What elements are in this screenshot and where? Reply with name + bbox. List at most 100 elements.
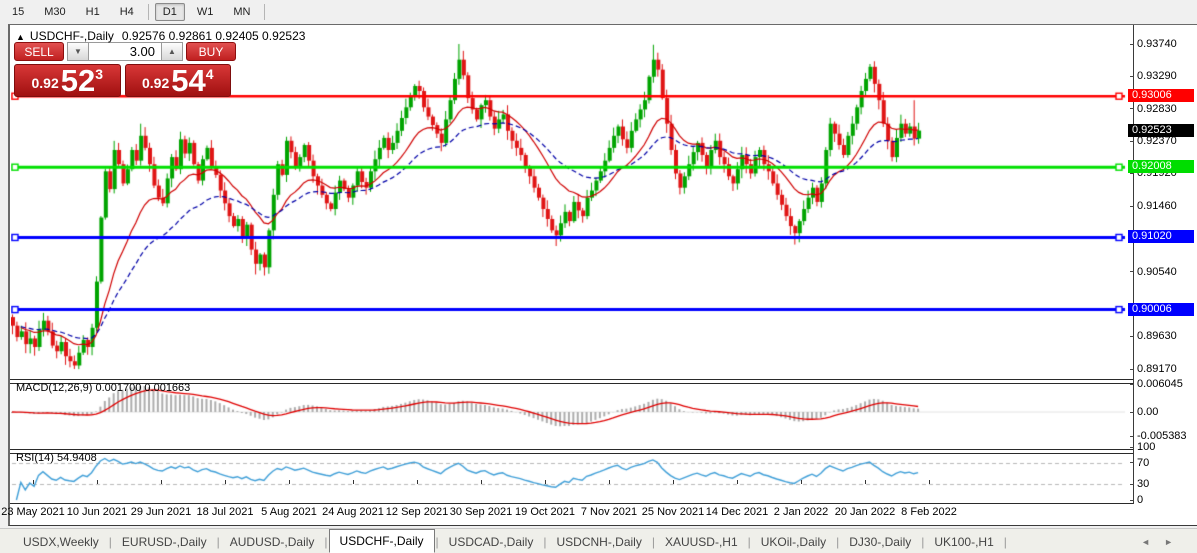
price-axis-tick: 0.93740 (1130, 38, 1177, 50)
tab-divider: | (921, 534, 925, 549)
rsi-axis-tick: 30 (1130, 478, 1149, 490)
chart-tab-usdx-weekly[interactable]: USDX,Weekly (23, 534, 99, 549)
date-axis-label: 12 Sep 2021 (385, 506, 449, 518)
buy-price-display[interactable]: 0.92 54 4 (124, 63, 231, 98)
date-axis-separator (10, 503, 1134, 504)
chart-window: ▲ USDCHF-,Daily 0.92576 0.92861 0.92405 0.… (1, 24, 1197, 526)
macd-axis-tick: -0.005383 (1130, 430, 1187, 442)
timeframe-button-d1[interactable]: D1 (154, 2, 185, 21)
chart-tab-usdcad-daily[interactable]: USDCAD-,Daily (448, 534, 534, 549)
rsi-pane-separator[interactable] (10, 449, 1134, 454)
rsi-axis-tick: 70 (1130, 457, 1149, 469)
macd-pane-separator[interactable] (10, 379, 1134, 384)
price-axis-separator (1133, 25, 1134, 504)
chart-tab-dj30-daily[interactable]: DJ30-,Daily (849, 534, 912, 549)
sell-price-big: 52 (60, 63, 96, 98)
date-axis-label: 24 Aug 2021 (322, 506, 384, 518)
buy-price-pip: 4 (205, 66, 214, 82)
tab-divider: | (324, 534, 328, 549)
date-axis-label: 14 Dec 2021 (705, 506, 769, 518)
chart-symbol-label: USDCHF-,Daily (29, 29, 114, 43)
date-axis-label: 8 Feb 2022 (901, 506, 957, 518)
timeframe-button-h1[interactable]: H1 (85, 5, 100, 18)
date-axis-tick (865, 480, 866, 484)
timeframe-button-mn[interactable]: MN (233, 5, 251, 18)
price-chart-canvas[interactable] (11, 28, 1135, 506)
date-axis-tick (481, 480, 482, 484)
buy-price-prefix: 0.92 (141, 75, 170, 91)
timeframe-toolbar: 15 M30 H1 H4 D1 W1 MN (0, 0, 1197, 23)
timeframe-button-h4[interactable]: H4 (119, 5, 134, 18)
tab-divider: | (747, 534, 751, 549)
chart-tab-xauusd-h1[interactable]: XAUUSD-,H1 (664, 534, 738, 549)
chart-collapse-icon[interactable]: ▲ (16, 32, 25, 42)
timeframe-button-15[interactable]: 15 (12, 5, 25, 18)
date-axis-tick (673, 480, 674, 484)
sell-price-display[interactable]: 0.92 52 3 (14, 64, 121, 97)
sell-button[interactable]: SELL (14, 42, 64, 61)
date-axis-tick (289, 480, 290, 484)
price-axis-tick: 0.92830 (1130, 103, 1177, 115)
rsi-indicator-label: RSI(14) 54.9408 (16, 452, 97, 464)
buy-button[interactable]: BUY (186, 42, 236, 61)
chart-tab-usdcnh-daily[interactable]: USDCNH-,Daily (556, 534, 642, 549)
date-axis-tick (417, 480, 418, 484)
date-axis-label: 19 Oct 2021 (515, 506, 575, 518)
date-axis-label: 7 Nov 2021 (580, 506, 638, 518)
date-axis-label: 20 Jan 2022 (834, 506, 896, 518)
toolbar-divider (264, 3, 266, 20)
volume-stepper: ▼ ▲ (67, 42, 183, 61)
price-axis-badge: 0.93006 (1128, 89, 1194, 103)
chart-tab-eurusd-daily[interactable]: EURUSD-,Daily (121, 534, 207, 549)
price-axis-badge: 0.92523 (1128, 123, 1194, 137)
date-axis-tick (353, 480, 354, 484)
price-axis-badge: 0.92008 (1128, 160, 1194, 174)
date-axis-tick (929, 480, 930, 484)
volume-decrease-button[interactable]: ▼ (67, 42, 89, 61)
price-axis-tick: 0.89170 (1130, 363, 1177, 375)
chart-tab-uk100-h1[interactable]: UK100-,H1 (934, 534, 994, 549)
tab-divider: | (108, 534, 112, 549)
tab-scroll-arrows[interactable]: ◄► (1141, 536, 1187, 547)
sell-price-prefix: 0.92 (31, 75, 59, 91)
tab-divider: | (836, 534, 840, 549)
timeframe-button-m30[interactable]: M30 (44, 5, 66, 18)
macd-axis-tick: 0.00 (1130, 406, 1158, 418)
date-axis-label: 18 Jul 2021 (196, 506, 254, 518)
date-axis-tick (97, 480, 98, 484)
buy-price-big: 54 (171, 63, 206, 98)
date-axis-tick (225, 480, 226, 484)
price-axis-tick: 0.92370 (1130, 135, 1177, 147)
timeframe-button-w1[interactable]: W1 (196, 5, 214, 18)
date-axis-label: 2 Jan 2022 (773, 506, 829, 518)
date-axis-tick (609, 480, 610, 484)
tab-divider: | (435, 534, 439, 549)
volume-increase-button[interactable]: ▲ (161, 42, 183, 61)
price-axis-tick: 0.93290 (1130, 70, 1177, 82)
date-axis-tick (33, 480, 34, 484)
chart-tab-ukoil-daily[interactable]: UKOil-,Daily (760, 534, 827, 549)
chart-tab-usdchf-daily[interactable]: USDCHF-,Daily (328, 528, 435, 553)
price-axis-badge: 0.91020 (1128, 230, 1194, 244)
date-axis-label: 23 May 2021 (1, 506, 65, 518)
price-axis-badge: 0.90006 (1128, 302, 1194, 316)
date-axis-label: 10 Jun 2021 (66, 506, 128, 518)
date-axis-tick (161, 480, 162, 484)
date-axis-tick (801, 480, 802, 484)
tab-divider: | (543, 534, 547, 549)
chart-tab-audusd-daily[interactable]: AUDUSD-,Daily (229, 534, 315, 549)
toolbar-divider (147, 3, 149, 20)
date-axis-label: 25 Nov 2021 (641, 506, 705, 518)
volume-input[interactable] (89, 42, 161, 61)
chevron-up-icon: ▲ (168, 47, 176, 56)
macd-axis-tick: 0.006045 (1130, 378, 1183, 390)
date-axis-tick (737, 480, 738, 484)
date-axis-tick (545, 480, 546, 484)
date-axis-label: 29 Jun 2021 (130, 506, 192, 518)
date-axis-label: 30 Sep 2021 (449, 506, 513, 518)
tab-divider: | (651, 534, 655, 549)
sell-price-pip: 3 (95, 66, 104, 82)
rsi-axis-tick: 0 (1130, 494, 1143, 506)
tab-divider: | (216, 534, 220, 549)
